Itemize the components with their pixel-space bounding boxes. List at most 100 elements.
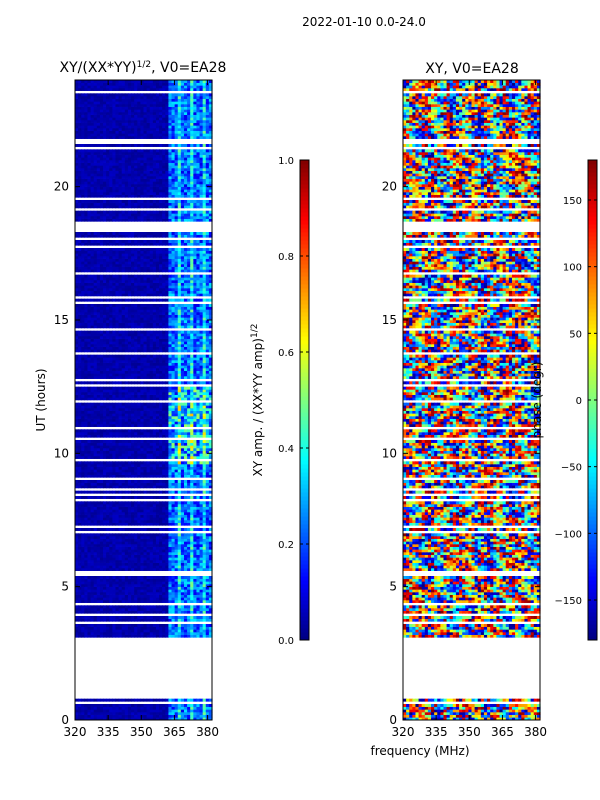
amplitude-row xyxy=(75,213,213,217)
phase-colorbar-segment xyxy=(588,436,597,441)
amplitude-row xyxy=(75,624,213,627)
phase-row xyxy=(403,256,541,259)
amplitude-row xyxy=(75,314,213,318)
phase-row xyxy=(403,170,541,174)
phase-row xyxy=(403,490,541,494)
amplitude-row xyxy=(75,632,213,635)
phase-row xyxy=(403,117,541,121)
phase-colorbar-segment xyxy=(588,540,597,545)
amplitude-row xyxy=(75,717,213,721)
phase-colorbar-segment xyxy=(588,608,597,613)
phase-row xyxy=(403,589,541,593)
amplitude-colorbar-segment xyxy=(300,160,309,165)
amplitude-colorbar-segment xyxy=(300,312,309,317)
amplitude-row xyxy=(75,538,213,542)
phase-xtick-label: 320 xyxy=(392,725,415,739)
phase-row xyxy=(403,101,541,105)
phase-colorbar-segment xyxy=(588,548,597,553)
amplitude-colorbar-segment xyxy=(300,268,309,273)
amplitude-colorbar-segment xyxy=(300,424,309,429)
phase-row xyxy=(403,320,541,323)
phase-row xyxy=(403,565,541,569)
amplitude-colorbar-segment xyxy=(300,540,309,545)
amplitude-row xyxy=(75,322,213,326)
amplitude-colorbar-segment xyxy=(300,508,309,513)
phase-row xyxy=(403,480,541,483)
amplitude-row xyxy=(75,320,213,323)
phase-row xyxy=(403,250,541,254)
phase-row xyxy=(403,634,541,638)
amplitude-colorbar-segment xyxy=(300,184,309,189)
phase-row xyxy=(403,408,541,411)
phase-colorbar-segment xyxy=(588,476,597,481)
phase-row xyxy=(403,290,541,294)
phase-row xyxy=(403,269,541,273)
phase-row xyxy=(403,501,541,505)
amplitude-colorbar-segment xyxy=(300,608,309,613)
phase-colorbar-segment xyxy=(588,416,597,421)
phase-colorbar-segment xyxy=(588,492,597,497)
phase-row xyxy=(403,104,541,107)
phase-row xyxy=(403,157,541,161)
phase-colorbar-segment xyxy=(588,560,597,565)
amplitude-row xyxy=(75,152,213,155)
phase-row xyxy=(403,597,541,601)
amplitude-colorbar-segment xyxy=(300,500,309,505)
phase-colorbar-segment xyxy=(588,616,597,621)
amplitude-row xyxy=(75,576,213,579)
amplitude-colorbar-segment xyxy=(300,420,309,425)
amplitude-row xyxy=(75,578,213,582)
phase-row xyxy=(403,709,541,713)
amplitude-colorbar-segment xyxy=(300,452,309,457)
amplitude-row xyxy=(75,704,213,707)
amplitude-row xyxy=(75,360,213,363)
phase-colorbar-segment xyxy=(588,312,597,317)
phase-row xyxy=(403,330,541,334)
phase-colorbar-segment xyxy=(588,264,597,269)
amplitude-colorbar-segment xyxy=(300,576,309,581)
amplitude-row xyxy=(75,448,213,451)
phase-row xyxy=(403,120,541,123)
phase-row xyxy=(403,242,541,246)
amplitude-colorbar-segment xyxy=(300,604,309,609)
amplitude-colorbar-label: XY amp. / (XX*YY amp)1/2 xyxy=(250,324,265,477)
amplitude-colorbar-segment xyxy=(300,212,309,217)
phase-row xyxy=(403,360,541,363)
amplitude-colorbar-segment xyxy=(300,360,309,365)
amplitude-colorbar-segment xyxy=(300,180,309,185)
phase-colorbar-segment xyxy=(588,428,597,433)
phase-row xyxy=(403,373,541,377)
amplitude-colorbar-tick-label: 0.4 xyxy=(278,444,294,455)
amplitude-colorbar-segment xyxy=(300,552,309,557)
amplitude-colorbar-segment xyxy=(300,448,309,453)
amplitude-colorbar-segment xyxy=(300,612,309,617)
phase-row xyxy=(403,322,541,326)
amplitude-colorbar-segment xyxy=(300,428,309,433)
amplitude-colorbar-segment xyxy=(300,556,309,561)
amplitude-row xyxy=(75,218,213,222)
phase-colorbar-segment xyxy=(588,572,597,577)
amplitude-colorbar-segment xyxy=(300,264,309,269)
phase-row xyxy=(403,186,541,190)
phase-row xyxy=(403,533,541,537)
phase-colorbar-segment xyxy=(588,532,597,537)
amplitude-row xyxy=(75,605,213,609)
phase-colorbar-segment xyxy=(588,184,597,189)
amplitude-row xyxy=(75,389,213,393)
phase-colorbar-fill xyxy=(588,160,597,641)
amplitude-heatmap xyxy=(75,80,213,721)
amplitude-row xyxy=(75,618,213,622)
amplitude-row xyxy=(75,157,213,161)
amplitude-colorbar-segment xyxy=(300,472,309,477)
phase-row xyxy=(403,152,541,155)
amplitude-colorbar-segment xyxy=(300,364,309,369)
amplitude-colorbar-segment xyxy=(300,348,309,353)
amplitude-colorbar: 0.0 0.2 0.4 0.6 0.8 1.0 XY amp. / (XX*YY amp)… xyxy=(250,156,310,647)
amplitude-row xyxy=(75,496,213,499)
phase-colorbar-segment xyxy=(588,232,597,237)
phase-colorbar-segment xyxy=(588,248,597,253)
phase-colorbar-segment xyxy=(588,392,597,397)
amplitude-row xyxy=(75,309,213,313)
phase-colorbar-segment xyxy=(588,196,597,201)
amplitude-row xyxy=(75,349,213,353)
